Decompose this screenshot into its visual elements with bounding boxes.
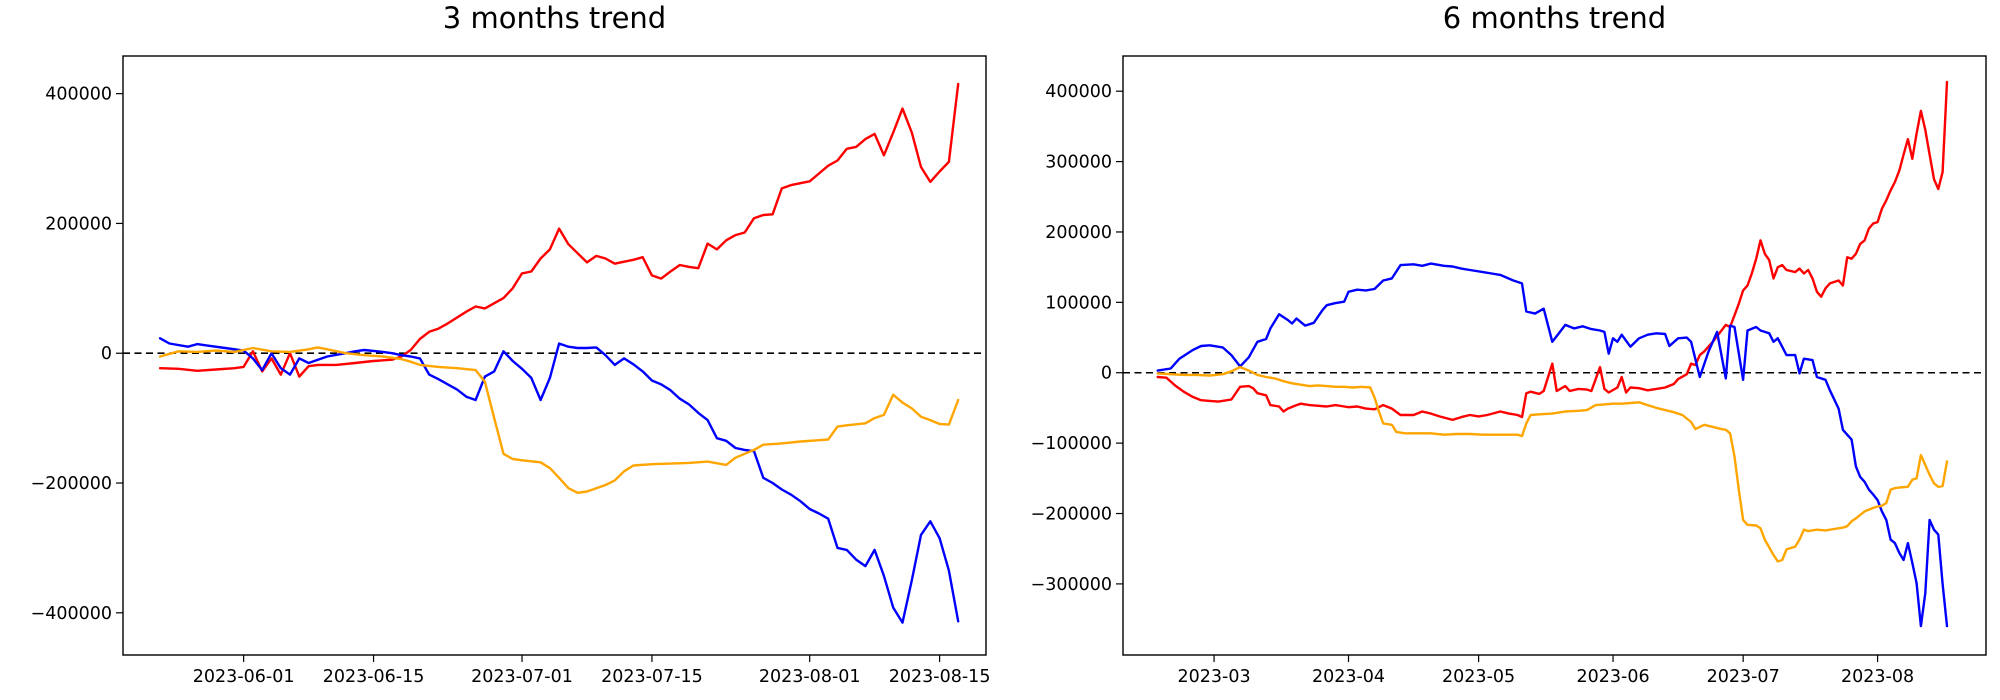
- series-blue-line: [1156, 262, 1949, 628]
- x-tick-label: 2023-07-15: [601, 667, 703, 687]
- chart-panel-3-months: 3 months trend −400000 −200000 0 200000 4000…: [31, 1, 991, 687]
- axes-spines: [122, 55, 987, 656]
- y-tick-label: 100000: [1045, 293, 1112, 313]
- axes-spines: [1122, 55, 1987, 656]
- x-tick-label: 2023-08: [1841, 667, 1914, 687]
- chart-plot-6-months: −300000 −200000 −100000 0 100000 200000 300000…: [1031, 55, 1987, 687]
- y-tick-label: 0: [101, 344, 112, 364]
- x-tick-label: 2023-07: [1707, 667, 1780, 687]
- x-tick-label: 2023-03: [1178, 667, 1251, 687]
- series-red-line: [1156, 80, 1949, 422]
- chart-title-3-months: 3 months trend: [442, 1, 667, 35]
- x-tick-label: 2023-08-15: [889, 667, 991, 687]
- chart-panel-6-months: 6 months trend −300000 −200000 −100000 0 100…: [1000, 0, 2000, 700]
- y-tick-label: 0: [1101, 364, 1112, 384]
- x-tick-label: 2023-06-15: [323, 667, 425, 687]
- y-tick-label: 400000: [1045, 82, 1112, 102]
- y-tick-label: 300000: [1045, 153, 1112, 173]
- x-tick-label: 2023-06: [1576, 667, 1649, 687]
- x-tick-label: 2023-05: [1442, 667, 1515, 687]
- y-tick-label: 400000: [45, 85, 112, 105]
- x-tick-label: 2023-04: [1312, 667, 1385, 687]
- y-tick-label: 200000: [1045, 223, 1112, 243]
- chart-title-6-months: 6 months trend: [1442, 1, 1667, 35]
- y-tick-label: −400000: [31, 604, 112, 624]
- x-tick-label: 2023-08-01: [759, 667, 861, 687]
- series-orange-line: [1156, 365, 1949, 563]
- x-tick-label: 2023-07-01: [471, 667, 573, 687]
- y-tick-label: −200000: [31, 474, 112, 494]
- chart-plot-3-months: −400000 −200000 0 200000 400000 2023-06-01 202…: [31, 55, 991, 687]
- y-tick-label: −300000: [1031, 575, 1112, 595]
- y-tick-label: −100000: [1031, 434, 1112, 454]
- series-red-line: [158, 82, 960, 378]
- series-blue-line: [158, 337, 960, 624]
- y-tick-label: −200000: [1031, 505, 1112, 525]
- x-tick-label: 2023-06-01: [193, 667, 295, 687]
- y-tick-label: 200000: [45, 214, 112, 234]
- series-orange-line: [158, 346, 960, 494]
